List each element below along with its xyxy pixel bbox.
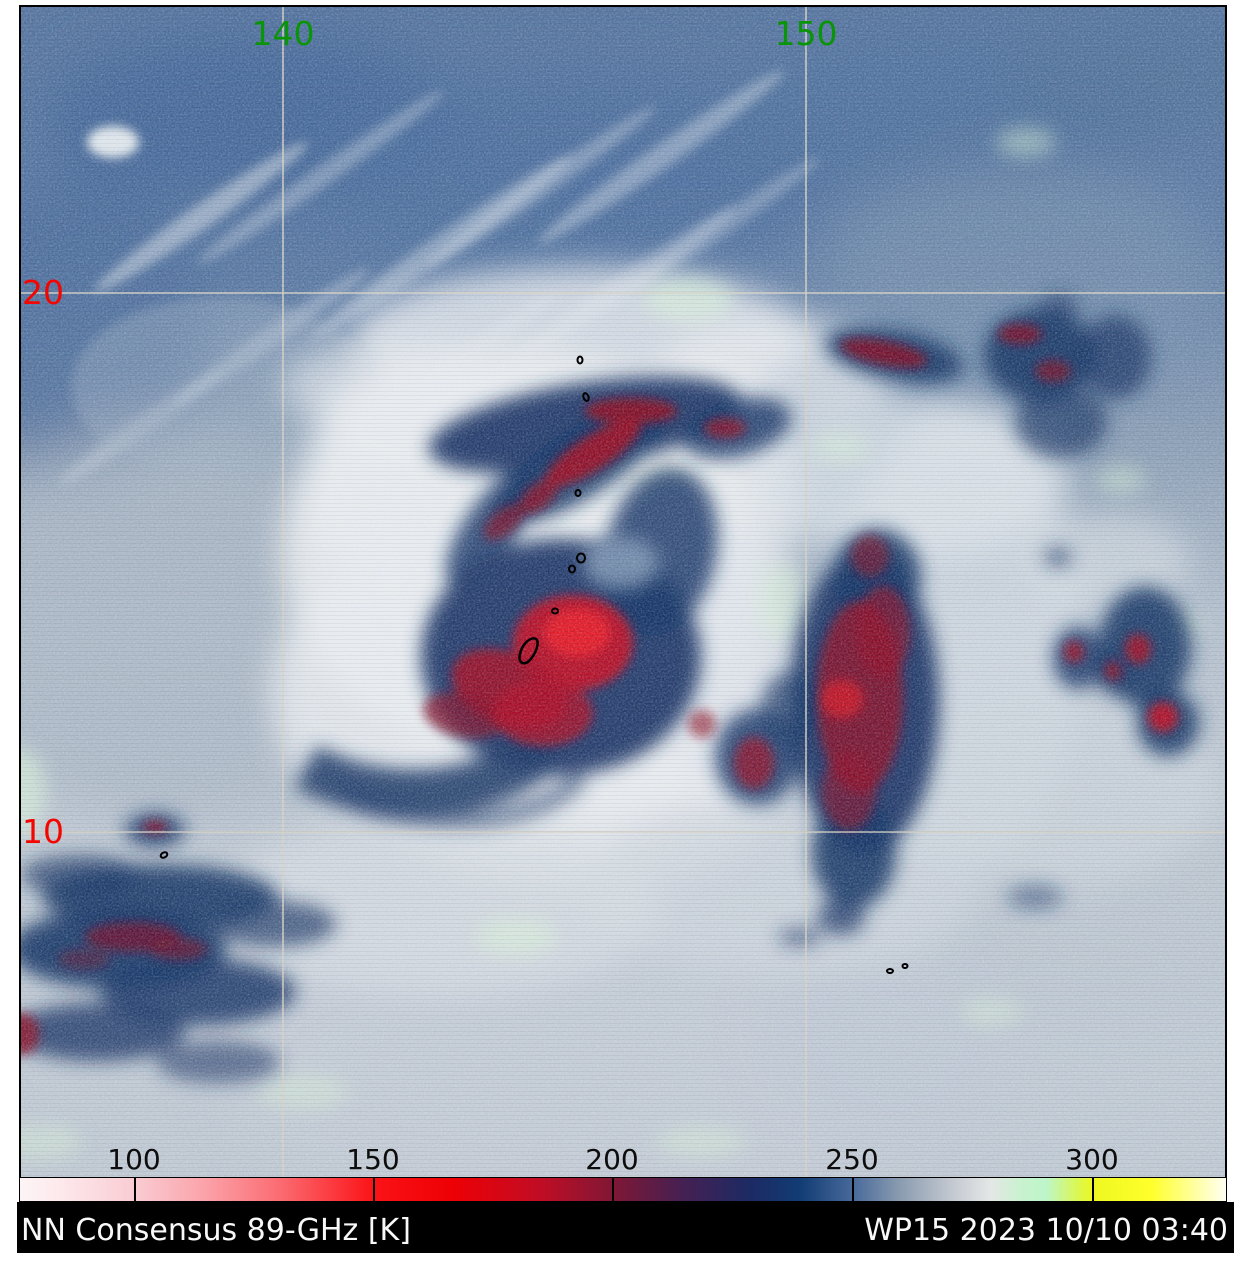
colorbar-tick-label-100: 100 <box>107 1143 161 1176</box>
colorbar-tick-label-300: 300 <box>1065 1143 1119 1176</box>
satellite-image <box>21 7 1225 1177</box>
colorbar-tick-200 <box>612 1178 614 1201</box>
colorbar-tick-label-150: 150 <box>346 1143 400 1176</box>
colorbar-tick-300 <box>1092 1178 1094 1201</box>
longitude-label-150: 150 <box>774 14 838 53</box>
storm-id-timestamp: WP15 2023 10/10 03:40 <box>864 1213 1228 1248</box>
product-label: NN Consensus 89-GHz [K] <box>21 1213 411 1248</box>
island-outlines <box>159 355 909 974</box>
brightness-temperature-colorbar <box>19 1177 1227 1202</box>
colorbar-tick-label-250: 250 <box>825 1143 879 1176</box>
graticule <box>21 7 1225 1177</box>
longitude-label-140: 140 <box>251 14 315 53</box>
latitude-label-20: 20 <box>22 273 64 312</box>
colorbar-tick-100 <box>134 1178 136 1201</box>
latitude-label-10: 10 <box>22 812 64 851</box>
colorbar-tick-250 <box>852 1178 854 1201</box>
colorbar-tick-label-200: 200 <box>585 1143 639 1176</box>
satellite-map-frame <box>19 5 1227 1179</box>
colorbar-tick-150 <box>373 1178 375 1201</box>
footer-bar: NN Consensus 89-GHz [K] WP15 2023 10/10 … <box>17 1202 1234 1253</box>
